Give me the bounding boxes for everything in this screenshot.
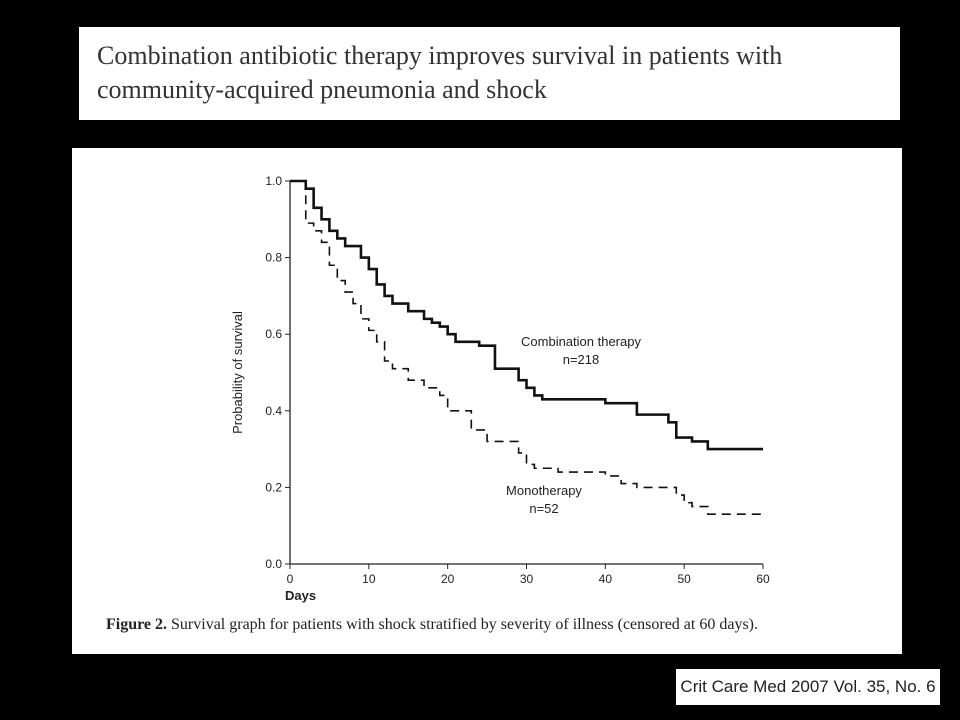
survival-chart: Days Probability of survival 0 10 20 30 40 50 6… [230, 174, 770, 603]
x-tick-label: 20 [441, 572, 455, 586]
combination-therapy-curve [290, 179, 763, 451]
series-annotations: Combination therapy n=218 Monotherapy n=52 [506, 334, 641, 516]
y-tick-label: 0.4 [265, 404, 282, 418]
y-axis-title: Probability of survival [230, 311, 245, 434]
x-tick-label: 30 [520, 572, 534, 586]
citation-text: Crit Care Med 2007 Vol. 35, No. 6 [680, 677, 936, 696]
caption-label: Figure 2. [106, 616, 168, 633]
y-tick-label: 0.2 [265, 480, 282, 494]
combination-therapy-label: Combination therapy [521, 334, 641, 349]
figure-caption: Figure 2. Survival graph for patients wi… [106, 616, 758, 634]
y-tick-label: 1.0 [265, 174, 282, 188]
caption-text: Survival graph for patients with shock s… [167, 616, 758, 633]
slide-title-line-2: community-acquired pneumonia and shock [97, 75, 547, 104]
y-tick-label: 0.6 [265, 327, 282, 341]
combination-therapy-n-label: n=218 [563, 352, 600, 367]
x-tick-label: 40 [599, 572, 613, 586]
x-tick-label: 10 [362, 572, 376, 586]
ticks: 0 10 20 30 40 50 60 0.0 0.2 0.4 0.6 0.8 1.0 [265, 174, 770, 586]
x-tick-label: 60 [756, 572, 770, 586]
citation-box: Crit Care Med 2007 Vol. 35, No. 6 [676, 669, 940, 705]
monotherapy-curve [290, 180, 763, 516]
slide-title-line-1: Combination antibiotic therapy improves … [97, 41, 783, 70]
slide-title: Combination antibiotic therapy improves … [79, 27, 900, 120]
series [290, 179, 763, 516]
y-tick-label: 0.0 [265, 557, 282, 571]
axes: Days Probability of survival [230, 181, 763, 603]
monotherapy-n-label: n=52 [529, 501, 558, 516]
x-tick-label: 0 [287, 572, 294, 586]
monotherapy-label: Monotherapy [506, 483, 582, 498]
figure-panel: Days Probability of survival 0 10 20 30 40 50 6… [72, 148, 902, 654]
x-tick-label: 50 [677, 572, 691, 586]
y-tick-label: 0.8 [265, 251, 282, 265]
x-axis-title: Days [285, 588, 316, 603]
